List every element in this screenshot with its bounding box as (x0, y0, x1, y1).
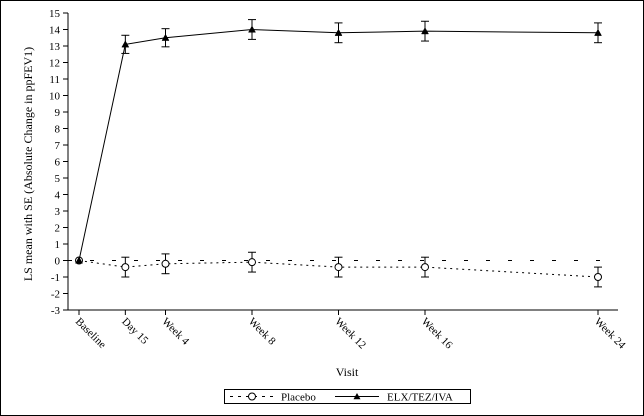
y-tick-label: 12 (49, 58, 60, 70)
y-tick-label: 5 (55, 173, 61, 185)
data-point (121, 40, 130, 48)
series-elx-tez-iva (75, 19, 602, 264)
data-point (75, 256, 83, 264)
data-point (594, 28, 602, 36)
y-tick-label: 7 (55, 140, 61, 152)
y-tick-label: 10 (49, 91, 61, 103)
y-tick-label: 8 (55, 124, 61, 136)
y-tick-label: -2 (51, 289, 60, 301)
data-point (334, 28, 343, 36)
data-point (334, 263, 343, 272)
y-axis-label: LS mean with SE (Absolute Change in ppFE… (21, 47, 35, 281)
data-point (421, 27, 429, 35)
legend-item: ELX/TEZ/IVA (335, 392, 453, 404)
series-layer (75, 19, 602, 288)
data-point (594, 273, 602, 281)
y-tick-label: 3 (55, 206, 61, 218)
legend-marker (248, 392, 256, 401)
y-tick-label: 2 (55, 223, 61, 235)
series-placebo (75, 251, 602, 288)
y-tick-label: 9 (55, 107, 61, 119)
legend-label: Placebo (281, 392, 316, 404)
y-tick-label: 4 (55, 190, 61, 202)
data-point (121, 263, 130, 272)
y-tick-label: 15 (49, 8, 61, 20)
y-tick-label: 11 (49, 74, 60, 86)
y-tick-label: -3 (51, 305, 61, 317)
data-point (248, 25, 256, 33)
legend: Placebo ELX/TEZ/IVA (224, 389, 471, 404)
data-point (248, 258, 256, 267)
y-tick-label: 1 (55, 239, 61, 251)
data-point (161, 259, 170, 268)
y-tick-label: 13 (49, 41, 61, 53)
y-tick-label: -1 (51, 272, 60, 284)
y-tick-label: 0 (55, 256, 61, 268)
data-point (161, 33, 170, 41)
x-axis-label: Visit (336, 365, 359, 379)
legend-marker (353, 393, 361, 400)
legend-label: ELX/TEZ/IVA (387, 392, 453, 404)
data-point (421, 263, 429, 272)
y-tick-label: 6 (55, 157, 61, 169)
legend-item: Placebo (230, 392, 316, 404)
y-tick-label: 14 (49, 25, 61, 37)
